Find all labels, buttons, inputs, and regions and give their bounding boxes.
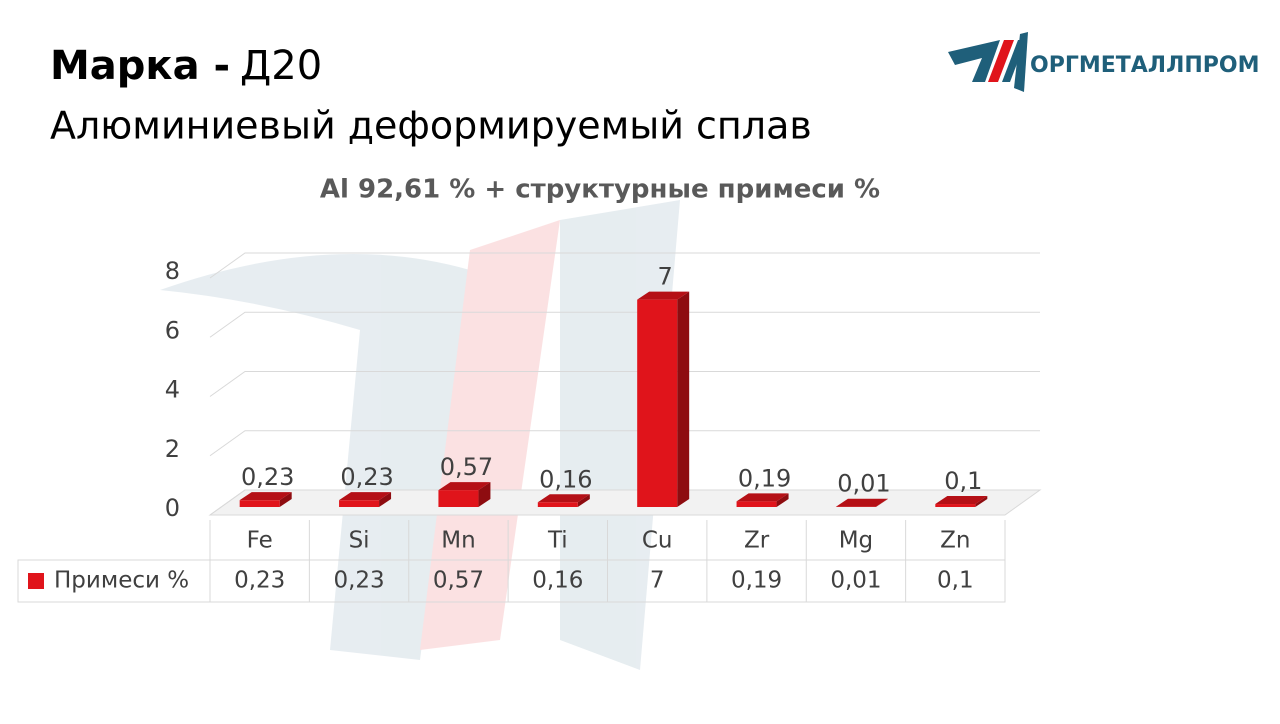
value-label: 0,23 bbox=[340, 463, 393, 491]
value-label: 0,19 bbox=[738, 464, 791, 492]
chart-title: Al 92,61 % + структурные примеси % bbox=[320, 175, 880, 205]
logo: ОРГМЕТАЛЛПРОМ bbox=[948, 32, 1259, 92]
grade: Д20 bbox=[240, 43, 322, 89]
bar bbox=[438, 482, 490, 507]
value-label: 0,16 bbox=[539, 465, 592, 493]
bar-front bbox=[935, 504, 975, 507]
bar-front bbox=[240, 500, 280, 507]
value-label: 0,01 bbox=[837, 470, 890, 498]
bar-front bbox=[438, 490, 478, 507]
bar-front bbox=[339, 500, 379, 507]
bar-front bbox=[637, 300, 677, 507]
x-tick-label: Fe bbox=[247, 528, 273, 554]
y-tick-label: 6 bbox=[165, 316, 180, 344]
legend-swatch bbox=[28, 573, 44, 589]
bar-front bbox=[538, 502, 578, 507]
bar bbox=[637, 292, 689, 507]
x-tick-label: Mg bbox=[839, 528, 873, 554]
legend-label: Примеси % bbox=[54, 568, 189, 594]
y-tick-label: 2 bbox=[165, 435, 180, 463]
watermark bbox=[160, 200, 680, 670]
table-cell: 0,19 bbox=[731, 568, 782, 594]
x-tick-label: Ti bbox=[547, 528, 568, 554]
value-label: 0,1 bbox=[944, 467, 982, 495]
value-label: 0,23 bbox=[241, 463, 294, 491]
floor bbox=[210, 490, 1040, 515]
value-label: 7 bbox=[658, 263, 673, 291]
table-cell: 0,16 bbox=[532, 568, 583, 594]
table-cell: 7 bbox=[650, 568, 665, 594]
table-cell: 0,23 bbox=[333, 568, 384, 594]
bar-face bbox=[677, 292, 689, 507]
table-cell: 0,57 bbox=[433, 568, 484, 594]
y-tick-label: 4 bbox=[165, 376, 180, 404]
table-cell: 0,1 bbox=[937, 568, 974, 594]
table-cell: 0,23 bbox=[234, 568, 285, 594]
bar-front bbox=[737, 501, 777, 507]
x-tick-label: Cu bbox=[642, 528, 673, 554]
title-label: Марка - bbox=[50, 43, 230, 89]
subtitle: Алюминиевый деформируемый сплав bbox=[50, 104, 812, 148]
value-label: 0,57 bbox=[440, 453, 493, 481]
y-tick-label: 0 bbox=[165, 494, 180, 522]
x-tick-label: Zn bbox=[940, 528, 970, 554]
x-tick-label: Mn bbox=[441, 528, 475, 554]
table-cell: 0,01 bbox=[830, 568, 881, 594]
x-tick-label: Si bbox=[349, 528, 370, 554]
y-tick-label: 8 bbox=[165, 257, 180, 285]
x-tick-label: Zr bbox=[744, 528, 770, 554]
logo-text: ОРГМЕТАЛЛПРОМ bbox=[1030, 53, 1259, 78]
